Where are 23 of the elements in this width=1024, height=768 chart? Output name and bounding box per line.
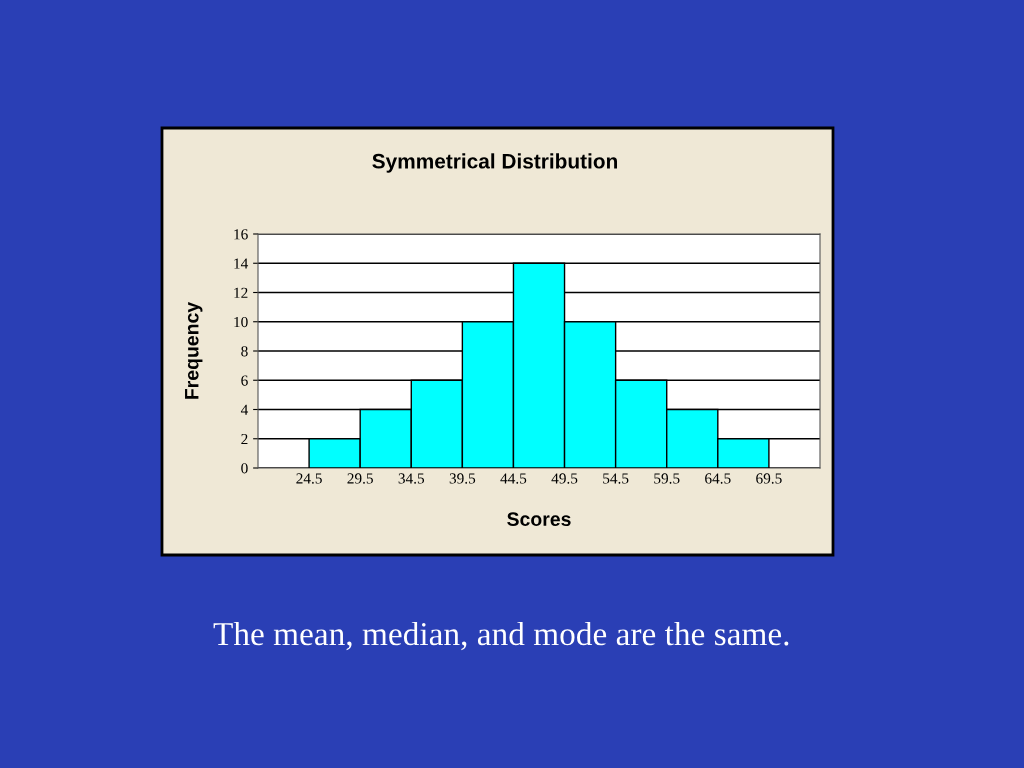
x-tick-label: 44.5: [500, 473, 527, 484]
y-tick-label: 16: [234, 229, 248, 240]
y-tick-label: 10: [234, 316, 248, 328]
x-tick-label: 49.5: [551, 473, 578, 484]
y-axis-title: Frequency: [185, 301, 203, 399]
x-tick-label: 29.5: [347, 473, 373, 484]
y-tick-label: 6: [241, 375, 248, 386]
x-tick-label: 24.5: [296, 473, 322, 484]
x-tick-label: 64.5: [705, 473, 731, 484]
x-tick-label: 54.5: [603, 473, 629, 484]
y-tick-label: 0: [241, 463, 248, 474]
text: The mean, median, and mode are the same.: [213, 621, 789, 651]
y-tick-label: 2: [241, 433, 248, 445]
x-tick-label: 39.5: [449, 473, 476, 484]
y-tick-label: 14: [234, 258, 249, 269]
x-tick-label: 59.5: [654, 473, 680, 484]
x-tick-label: 69.5: [756, 473, 782, 484]
y-tick-label: 12: [234, 287, 248, 298]
y-tick-label: 8: [241, 346, 248, 357]
x-axis-title: Scores: [507, 512, 571, 526]
chart-title: Symmetrical Distribution: [372, 153, 618, 173]
x-tick-label: 34.5: [398, 473, 425, 484]
y-tick-label: 4: [240, 404, 249, 415]
